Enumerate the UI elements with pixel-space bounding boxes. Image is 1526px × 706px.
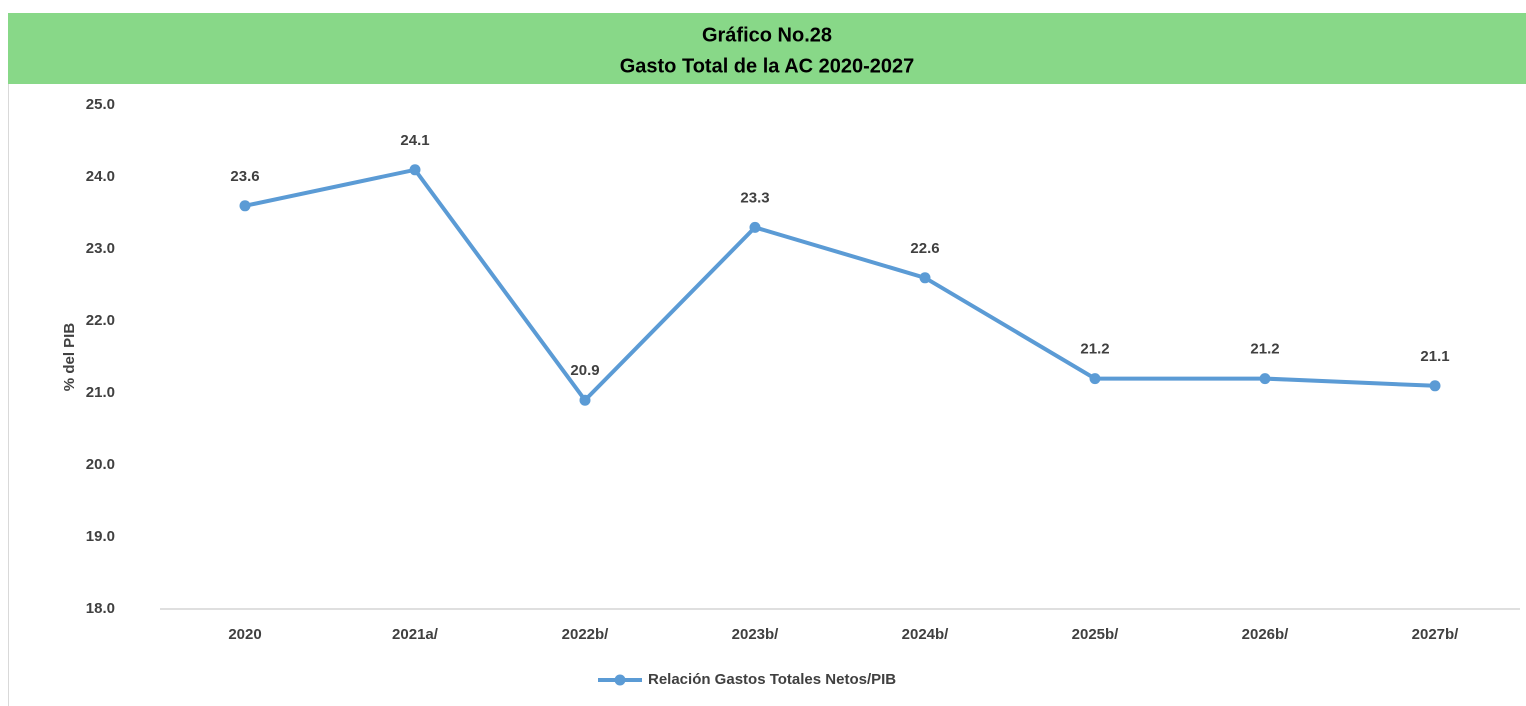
x-tick-label: 2022b/ (562, 626, 610, 643)
y-tick-label: 24.0 (86, 168, 115, 185)
point (409, 164, 421, 176)
data-label: 21.2 (1080, 341, 1109, 358)
point (749, 221, 761, 233)
point (239, 200, 251, 212)
data-label: 20.9 (570, 362, 599, 379)
x-tick-label: 2024b/ (902, 626, 950, 643)
y-tick-label: 19.0 (86, 528, 115, 545)
y-tick-label: 20.0 (86, 456, 115, 473)
data-label: 23.3 (740, 189, 769, 206)
y-axis-label: % del PIB (61, 323, 78, 392)
point (1259, 373, 1271, 385)
line (244, 167, 1436, 404)
x-tick-label: 2021a/ (392, 626, 439, 643)
data-label: 24.1 (400, 132, 429, 149)
x-tick-label: 2023b/ (732, 626, 780, 643)
x-tick-label: 2026b/ (1242, 626, 1290, 643)
y-tick-label: 18.0 (86, 600, 115, 617)
point (919, 272, 931, 284)
title-band (8, 13, 1526, 84)
y-tick-label: 23.0 (86, 240, 115, 257)
data-label: 22.6 (910, 240, 939, 257)
x-tick-label: 2020 (228, 626, 261, 643)
data-label: 23.6 (230, 168, 259, 185)
y-tick-label: 25.0 (86, 96, 115, 113)
x-tick-label: 2027b/ (1412, 626, 1460, 643)
y-tick-label: 22.0 (86, 312, 115, 329)
point (1089, 373, 1101, 385)
legend-marker (614, 674, 626, 686)
chart-title: Gráfico No.28 (702, 24, 832, 46)
y-tick-label: 21.0 (86, 384, 115, 401)
point (579, 394, 591, 406)
data-label: 21.1 (1420, 348, 1449, 365)
x-tick-label: 2025b/ (1072, 626, 1120, 643)
chart-subtitle: Gasto Total de la AC 2020-2027 (620, 55, 915, 77)
data-label: 21.2 (1250, 341, 1279, 358)
point (1429, 380, 1441, 392)
legend-label: Relación Gastos Totales Netos/PIB (648, 671, 896, 688)
